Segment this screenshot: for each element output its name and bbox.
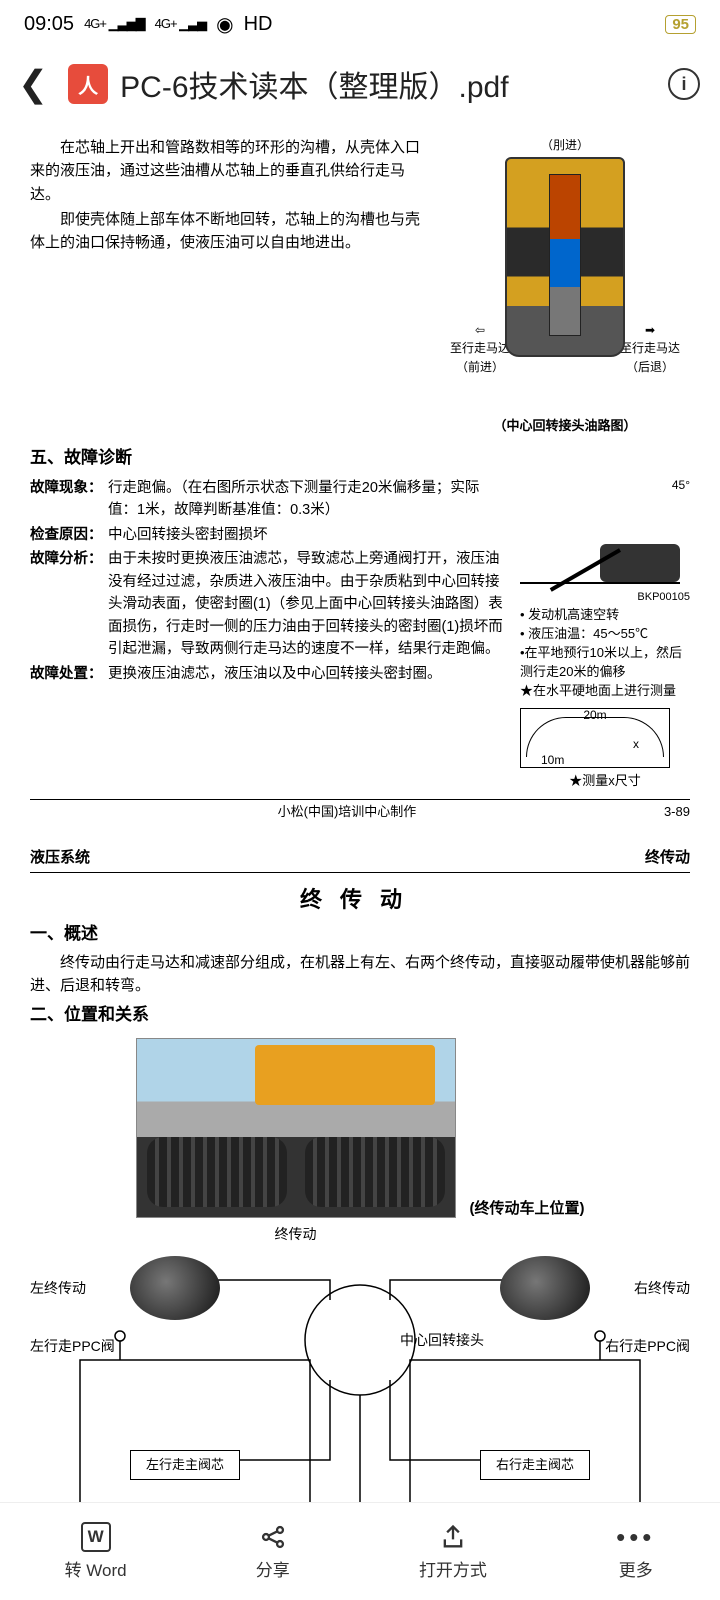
back-button[interactable]: ❮	[10, 63, 56, 105]
signal-1-icon: 4G+ ▁▃▅▇	[84, 16, 145, 32]
section-heading-5: 五、故障诊断	[30, 445, 690, 471]
signal-2-icon: 4G+ ▁▃▅	[155, 16, 207, 32]
body-paragraph: 即使壳体随上部车体不断地回转，芯轴上的沟槽也与壳体上的油口保持畅通，使液压油可以…	[30, 208, 424, 255]
battery-indicator: 95	[665, 15, 696, 34]
section-heading-1: 一、概述	[30, 921, 690, 947]
document-title: PC-6技术读本（整理版）.pdf	[120, 62, 656, 106]
more-button[interactable]: ••• 更多	[616, 1522, 655, 1581]
more-icon: •••	[616, 1522, 655, 1552]
word-icon: W	[81, 1522, 111, 1552]
hd-indicator: HD	[244, 13, 273, 36]
photo-pointer-label: 终传动	[275, 1224, 317, 1246]
diagnosis-text: 故障现象：行走跑偏。（在右图所示状态下测量行走20米偏移量；实际值：1米，故障判…	[30, 477, 506, 791]
pdf-icon: 人	[68, 64, 108, 104]
final-drive-photo	[136, 1038, 456, 1218]
page-footer: 小松(中国)培训中心制作 3-89	[30, 799, 690, 822]
photo-caption: (终传动车上位置)	[470, 1197, 585, 1220]
pdf-page-1: 在芯轴上开出和管路数相等的环形的沟槽，从壳体入口来的液压油，通过这些油槽从芯轴上…	[0, 120, 720, 830]
left-motor-icon	[130, 1256, 220, 1320]
body-paragraph: 在芯轴上开出和管路数相等的环形的沟槽，从壳体入口来的液压油，通过这些油槽从芯轴上…	[30, 136, 424, 206]
wifi-icon: ◉	[216, 12, 233, 37]
right-motor-icon	[500, 1256, 590, 1320]
status-time: 09:05	[24, 13, 74, 36]
convert-word-button[interactable]: W 转 Word	[65, 1522, 127, 1581]
app-header: ❮ 人 PC-6技术读本（整理版）.pdf i	[0, 48, 720, 120]
section-heading-2: 二、位置和关系	[30, 1002, 690, 1028]
pdf-page-2: 液压系统 终传动 终传动 一、概述 终传动由行走马达和减速部分组成，在机器上有左…	[0, 830, 720, 1502]
bottom-toolbar: W 转 Word 分享 打开方式 ••• 更多	[0, 1502, 720, 1600]
share-icon	[259, 1522, 287, 1552]
swivel-joint-figure: （刖进） ⇦至行走马达（前进） ➡至行走马达（后退） （中心回转接头油路图）	[440, 136, 690, 437]
open-icon	[439, 1522, 467, 1552]
hydraulic-schematic: 左终传动 右终传动 左行走PPC阀 右行走PPC阀 中心回转接头 左行走主阀芯 …	[30, 1250, 690, 1502]
diagnosis-side-figure: 45° BKP00105 • 发动机高速空转 • 液压油温：45～55℃ •在平…	[520, 477, 690, 791]
document-viewport[interactable]: 在芯轴上开出和管路数相等的环形的沟槽，从壳体入口来的液压油，通过这些油槽从芯轴上…	[0, 120, 720, 1502]
page-2-header: 液压系统 终传动	[30, 846, 690, 872]
open-with-button[interactable]: 打开方式	[419, 1522, 487, 1581]
left-spool-box: 左行走主阀芯	[130, 1450, 240, 1480]
info-button[interactable]: i	[668, 68, 700, 100]
right-spool-box: 右行走主阀芯	[480, 1450, 590, 1480]
page-2-title: 终传动	[30, 883, 690, 917]
share-button[interactable]: 分享	[256, 1522, 290, 1581]
body-paragraph: 终传动由行走马达和减速部分组成，在机器上有左、右两个终传动，直接驱动履带使机器能…	[30, 951, 690, 998]
status-bar: 09:05 4G+ ▁▃▅▇ 4G+ ▁▃▅ ◉ HD 95	[0, 0, 720, 48]
